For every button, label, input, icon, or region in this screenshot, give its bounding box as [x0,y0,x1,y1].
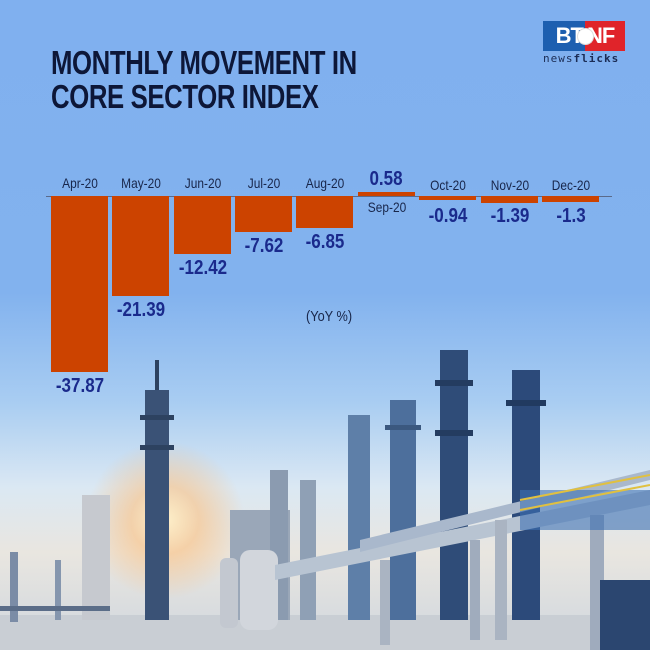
value-label: -12.42 [178,257,228,279]
logo-subtitle: newsflicks [543,52,625,65]
logo-sub-flicks: flicks [573,52,620,65]
category-label: Dec-20 [551,177,591,193]
chart-title: MONTHLY MOVEMENT IN CORE SECTOR INDEX [51,46,357,114]
title-line-2: CORE SECTOR INDEX [51,78,319,115]
logo-sub-news: news [543,52,574,65]
category-label: May-20 [121,175,161,191]
bar-dec-20 [542,196,599,202]
bar-jul-20 [235,196,292,232]
bar-sep-20 [358,192,415,196]
category-label: Aug-20 [305,175,345,191]
bar-may-20 [112,196,169,296]
btnf-logo: BT NF newsflicks [543,21,625,65]
bar-apr-20 [51,196,108,372]
bar-oct-20 [419,196,476,200]
unit-label: (YoY %) [306,308,353,325]
value-label: -1.3 [556,205,586,227]
category-label: Oct-20 [430,177,466,193]
category-label: Apr-20 [62,175,98,191]
value-label: -6.85 [305,231,345,253]
value-label: -0.94 [428,205,468,227]
value-label: -1.39 [490,205,530,227]
value-label: -37.87 [55,375,105,397]
value-label: 0.58 [369,168,403,190]
value-label: -21.39 [116,299,166,321]
category-label: Nov-20 [490,177,530,193]
globe-icon [577,28,594,45]
title-line-1: MONTHLY MOVEMENT IN [51,44,357,81]
bar-nov-20 [481,196,538,203]
category-label: Jun-20 [184,175,222,191]
refinery-background-image [0,350,650,650]
category-label: Jul-20 [247,175,281,191]
bar-aug-20 [296,196,353,228]
category-label: Sep-20 [367,199,407,215]
bar-jun-20 [174,196,231,254]
value-label: -7.62 [244,235,284,257]
